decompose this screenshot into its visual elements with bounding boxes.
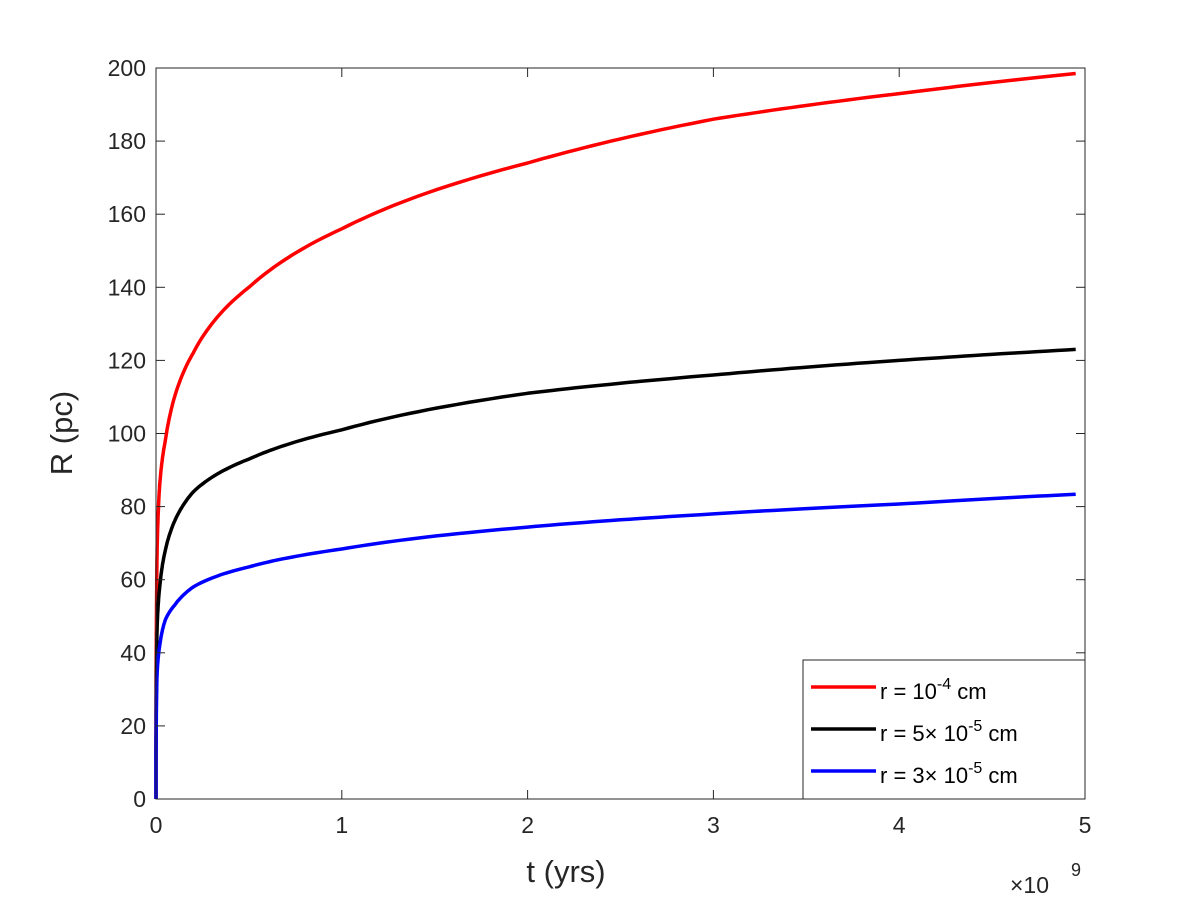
y-tick-label: 160 bbox=[108, 201, 146, 227]
svg-text:9: 9 bbox=[1071, 860, 1081, 880]
y-tick-label: 140 bbox=[108, 274, 146, 300]
x-tick-label: 3 bbox=[707, 812, 720, 838]
legend: r = 10-4 cm r = 5× 10-5 cm r = 3× 10-5 cm bbox=[802, 659, 1086, 800]
y-tick-label: 100 bbox=[108, 421, 146, 447]
x-tick-label: 0 bbox=[150, 812, 163, 838]
y-tick-label: 20 bbox=[120, 713, 146, 739]
data-curves bbox=[154, 71, 1076, 799]
y-tick-label: 80 bbox=[120, 494, 146, 520]
x-tick-label: 2 bbox=[521, 812, 534, 838]
x-tick-label: 5 bbox=[1079, 812, 1092, 838]
y-tick-label: 40 bbox=[120, 640, 146, 666]
legend-label: r = 5× 10-5 cm bbox=[880, 718, 1018, 746]
legend-label: r = 3× 10-5 cm bbox=[880, 760, 1018, 788]
legend-label: r = 10-4 cm bbox=[880, 676, 987, 704]
x-multiplier: ×10 9 bbox=[1010, 860, 1081, 898]
series-line-0 bbox=[154, 71, 1076, 799]
x-tick-label: 4 bbox=[893, 812, 906, 838]
x-tick-label: 1 bbox=[335, 812, 348, 838]
x-axis-label: t (yrs) bbox=[526, 854, 605, 889]
svg-text:×10: ×10 bbox=[1010, 872, 1049, 898]
y-tick-label: 0 bbox=[133, 786, 146, 812]
y-axis-label: R (pc) bbox=[44, 391, 79, 475]
series-line-1 bbox=[154, 347, 1076, 799]
y-tick-label: 180 bbox=[108, 128, 146, 154]
tick-labels: 0 1 2 3 4 5 0 20 40 60 80 100 120 140 160 180 200 bbox=[108, 55, 1092, 838]
y-tick-label: 200 bbox=[108, 55, 146, 81]
y-tick-label: 120 bbox=[108, 347, 146, 373]
y-tick-label: 60 bbox=[120, 567, 146, 593]
series-line-2 bbox=[154, 492, 1076, 799]
